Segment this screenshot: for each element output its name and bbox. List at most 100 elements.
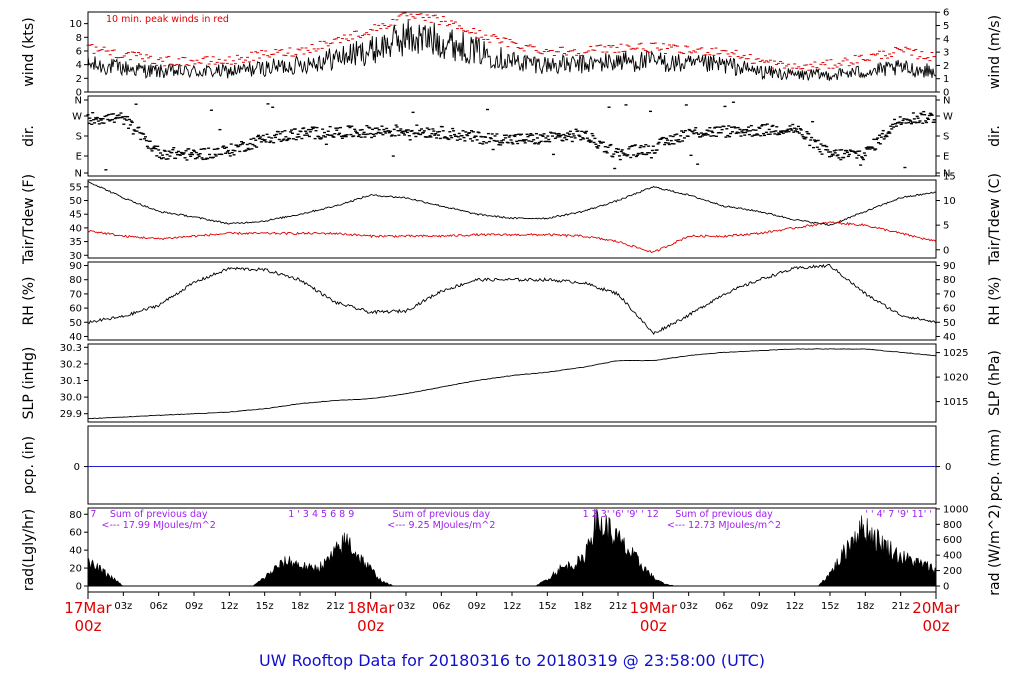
rad-daily-sum-value: <--- 12.73 MJoules/m^2 [667, 520, 781, 531]
rad-left-tick-label: 20 [69, 564, 82, 575]
date-hour-label: 00z [75, 617, 102, 635]
hour-tick-label: 09z [468, 601, 486, 612]
rad-hour-marker: ' ' 4' 7 '9' 11' ' [865, 509, 932, 520]
tdew-line [87, 221, 937, 254]
dir-points [86, 101, 937, 171]
date-label: 18Mar [347, 599, 395, 617]
temp-right-tick-label: 0 [943, 245, 949, 256]
hour-tick-label: 15z [256, 601, 274, 612]
precip-ylabel-left: pcp. (in) [21, 436, 37, 494]
hour-tick-label: 21z [609, 601, 627, 612]
wind-right-tick-label: 3 [943, 48, 949, 59]
hour-tick-label: 15z [821, 601, 839, 612]
pcp-right-tick-label: 0 [945, 462, 951, 473]
date-hour-label: 00z [640, 617, 667, 635]
rh-ylabel-right: RH (%) [987, 277, 1003, 326]
hour-tick-label: 03z [114, 601, 132, 612]
pcp-left-tick-label: 0 [74, 462, 80, 473]
wind-left-tick-label: 8 [76, 33, 82, 44]
panel-radiation: rad(Lgly/hr) rad (W/m^2)02040608002004006… [21, 504, 1003, 595]
wind-right-tick-label: 6 [943, 8, 949, 19]
hour-tick-label: 09z [750, 601, 768, 612]
hour-tick-label: 21z [326, 601, 344, 612]
rh-right-tick-label: 70 [943, 289, 956, 300]
wind-peak-marks [86, 12, 936, 73]
hour-tick-label: 06z [432, 601, 450, 612]
hour-tick-label: 06z [715, 601, 733, 612]
date-hour-label: 00z [357, 617, 384, 635]
rad-right-tick-label: 800 [943, 520, 962, 531]
rh-left-tick-label: 40 [69, 332, 82, 343]
rad-daily-sum-label: Sum of previous day [675, 509, 773, 520]
slp-ylabel-right: SLP (hPa) [987, 350, 1003, 416]
wind-left-tick-label: 0 [76, 88, 82, 99]
wind-right-tick-label: 1 [943, 74, 949, 85]
rad-right-tick-label: 0 [943, 582, 949, 593]
rad-daily-sum-value: <--- 9.25 MJoules/m^2 [387, 520, 495, 531]
hour-tick-label: 12z [786, 601, 804, 612]
rad-left-tick-label: 0 [76, 582, 82, 593]
dir-left-tick-label: E [76, 152, 82, 163]
temp-left-tick-label: 30 [69, 251, 82, 262]
slp-left-tick-label: 30.0 [60, 393, 82, 404]
panel-precip: pcp. (in) pcp. (mm) 0 0 [21, 425, 1003, 505]
wind-left-tick-label: 6 [76, 46, 82, 57]
rh-right-tick-label: 40 [943, 332, 956, 343]
rh-left-tick-label: 80 [69, 275, 82, 286]
slp-left-tick-label: 30.2 [60, 359, 82, 370]
wind-left-tick-label: 4 [76, 60, 82, 71]
rad-right-tick-label: 1000 [943, 504, 968, 515]
rad-hour-marker: 1 2 3' '6' '9' ' 12 [583, 509, 659, 520]
dir-left-tick-label: N [75, 96, 82, 107]
wind-annotation: 10 min. peak winds in red [106, 14, 229, 25]
wind-right-tick-label: 2 [943, 61, 949, 72]
hour-tick-label: 15z [538, 601, 556, 612]
temp-left-tick-label: 50 [69, 196, 82, 207]
dir-left-tick-label: N [75, 169, 82, 180]
tair-line [87, 180, 937, 226]
panel-wind: wind (kts) wind (m/s) 0 2 4 6 8 10 0 1 2 3 4 5 6 10 min… [21, 8, 1003, 99]
rh-right-tick-label: 80 [943, 275, 956, 286]
chart-title: UW Rooftop Data for 20180316 to 20180319… [259, 651, 765, 670]
rh-left-tick-label: 70 [69, 289, 82, 300]
radiation-ylabel-right: rad (W/m^2) [987, 504, 1003, 595]
temp-left-tick-label: 40 [69, 223, 82, 234]
dir-left-tick-label: W [72, 112, 82, 123]
rad-right-tick-label: 600 [943, 535, 962, 546]
date-label: 17Mar [64, 599, 112, 617]
rh-right-tick-label: 60 [943, 304, 956, 315]
wind-right-tick-label: 0 [943, 88, 949, 99]
rh-left-tick-label: 60 [69, 304, 82, 315]
wind-ylabel-left: wind (kts) [21, 17, 37, 86]
dir-ylabel-left: dir. [21, 125, 37, 147]
temp-left-tick-label: 55 [69, 182, 82, 193]
rad-hour-marker: 1 ' 3 4 5 6 8 9 [288, 509, 354, 520]
precip-ylabel-right: pcp. (mm) [987, 429, 1003, 502]
rh-right-tick-label: 90 [943, 261, 956, 272]
hour-tick-label: 21z [892, 601, 910, 612]
hour-tick-label: 18z [856, 601, 874, 612]
dir-right-tick-label: S [943, 132, 949, 143]
rh-ylabel-left: RH (%) [21, 277, 37, 326]
slp-line [87, 348, 937, 420]
slp-left-tick-label: 30.3 [60, 343, 82, 354]
hour-tick-label: 03z [397, 601, 415, 612]
rad-right-tick-label: 400 [943, 551, 962, 562]
hour-tick-label: 12z [220, 601, 238, 612]
rh-line [87, 263, 937, 335]
temperature-ylabel-right: Tair/Tdew (C) [987, 173, 1003, 266]
wind-left-tick-label: 2 [76, 74, 82, 85]
hour-tick-label: 12z [503, 601, 521, 612]
rad-left-tick-label: 40 [69, 546, 82, 557]
rh-right-tick-label: 50 [943, 318, 956, 329]
dir-right-tick-label: W [943, 112, 953, 123]
date-hour-label: 00z [923, 617, 950, 635]
precip-frame [87, 425, 937, 505]
dir-right-tick-label: E [943, 152, 949, 163]
wind-left-tick-label: 10 [69, 19, 82, 30]
temperature-ylabel-left: Tair/Tdew (F) [21, 174, 37, 265]
rad-daily-sum-label: Sum of previous day [393, 509, 491, 520]
panel-slp: SLP (inHg) SLP (hPa) 29.9 30.0 30.1 30.2 30.3 1… [21, 343, 1003, 423]
